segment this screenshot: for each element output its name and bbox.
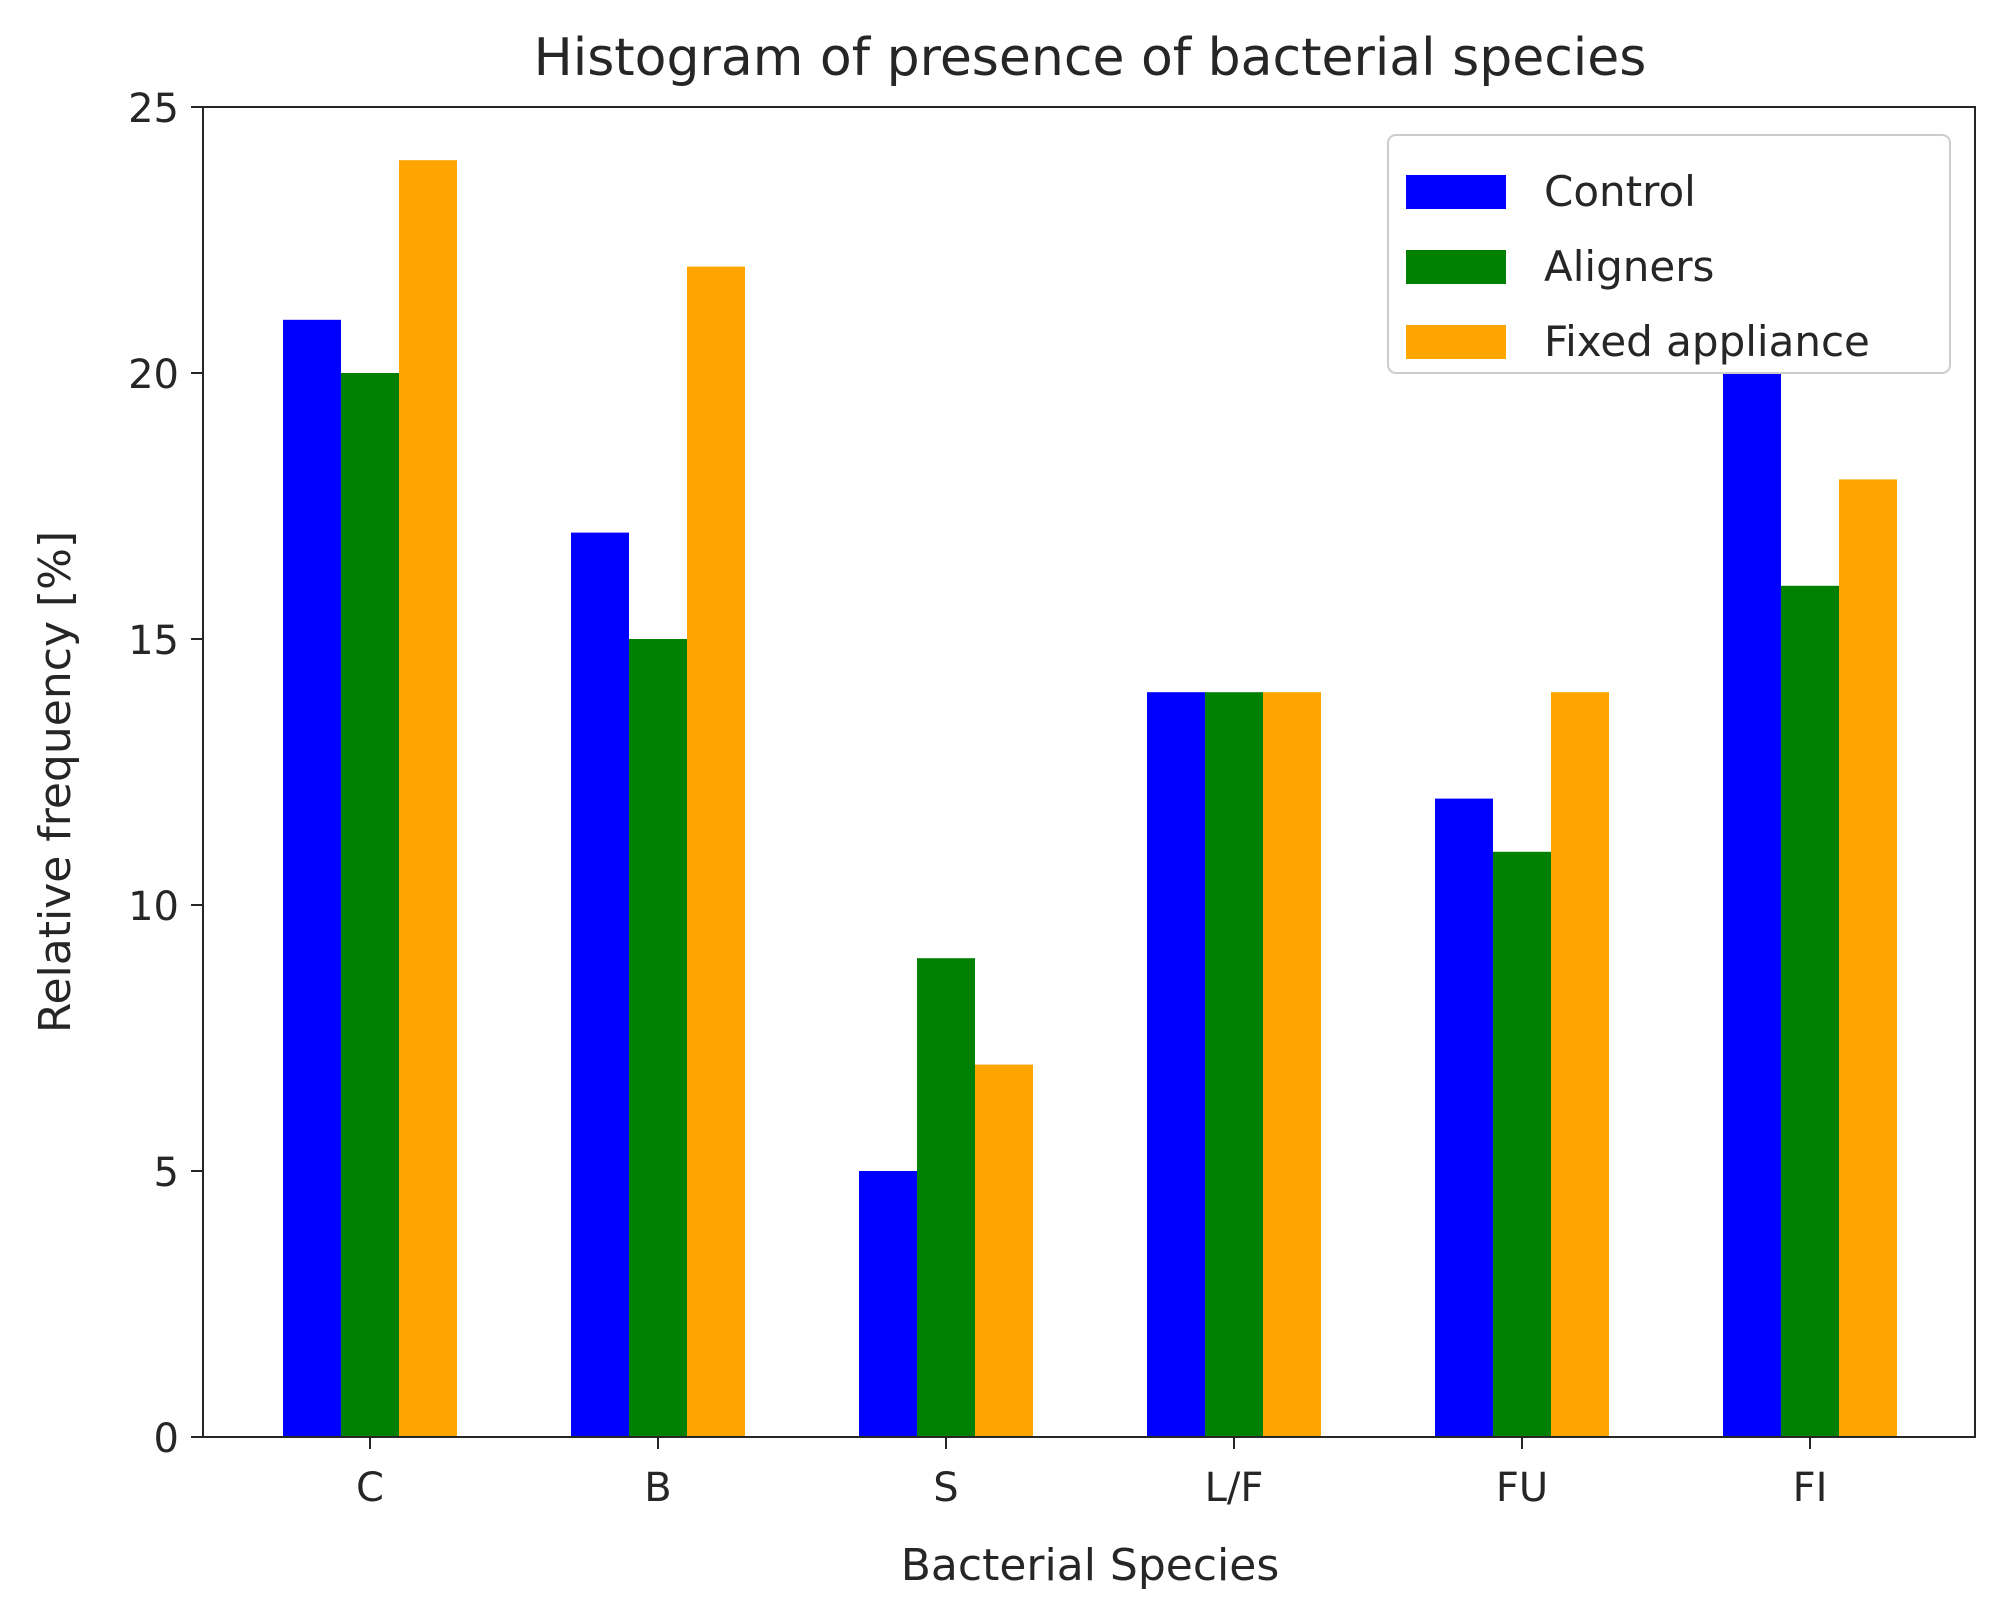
y-tick-label: 0 — [154, 1416, 179, 1462]
bar-aligners-fu — [1493, 851, 1551, 1437]
bar-control-fu — [1435, 798, 1493, 1437]
bar-fixed-appliance-b — [687, 266, 745, 1438]
bar-aligners-l-f — [1205, 692, 1263, 1437]
x-tick-label: FU — [1496, 1465, 1548, 1511]
bar-fixed-appliance-fi — [1839, 479, 1897, 1437]
legend-swatch-fixed-appliance — [1406, 325, 1506, 359]
y-tick-label: 10 — [128, 884, 179, 930]
legend: Control Aligners Fixed appliance — [1387, 134, 1951, 374]
chart-title: Histogram of presence of bacterial speci… — [534, 28, 1647, 88]
bar-control-fi — [1723, 373, 1781, 1437]
bars-group — [283, 160, 1897, 1438]
bar-control-s — [859, 1171, 917, 1437]
bar-fixed-appliance-c — [399, 160, 457, 1438]
legend-label-control: Control — [1544, 167, 1696, 216]
legend-swatch-control — [1406, 175, 1506, 209]
plot-frame — [202, 106, 1976, 1438]
legend-box — [1387, 134, 1951, 374]
bar-fixed-appliance-s — [975, 1064, 1033, 1437]
bar-fixed-appliance-fu — [1551, 692, 1609, 1437]
y-tick-label: 5 — [154, 1150, 179, 1196]
legend-label-aligners: Aligners — [1544, 242, 1714, 291]
bar-control-c — [283, 319, 341, 1437]
x-tick-label: L/F — [1205, 1465, 1264, 1511]
bar-fixed-appliance-l-f — [1263, 692, 1321, 1437]
y-tick-label: 25 — [128, 86, 179, 132]
y-tick-label: 15 — [128, 618, 179, 664]
bar-control-b — [571, 532, 629, 1437]
bar-aligners-s — [917, 958, 975, 1437]
y-tick-label: 20 — [128, 352, 179, 398]
axes-group: 0 5 10 15 20 25 C B S L/F FU FI — [128, 86, 1976, 1511]
x-tick-label: B — [644, 1465, 671, 1511]
bar-aligners-fi — [1781, 585, 1839, 1437]
y-axis-label: Relative frequency [%] — [30, 531, 81, 1033]
bar-aligners-b — [629, 639, 687, 1437]
legend-swatch-aligners — [1406, 250, 1506, 284]
x-axis-label: Bacterial Species — [901, 1540, 1280, 1591]
legend-label-fixed-appliance: Fixed appliance — [1544, 317, 1870, 366]
bar-aligners-c — [341, 373, 399, 1437]
x-tick-label: FI — [1793, 1465, 1828, 1511]
bar-control-l-f — [1147, 692, 1205, 1437]
x-tick-label: C — [356, 1465, 384, 1511]
x-tick-label: S — [933, 1465, 958, 1511]
